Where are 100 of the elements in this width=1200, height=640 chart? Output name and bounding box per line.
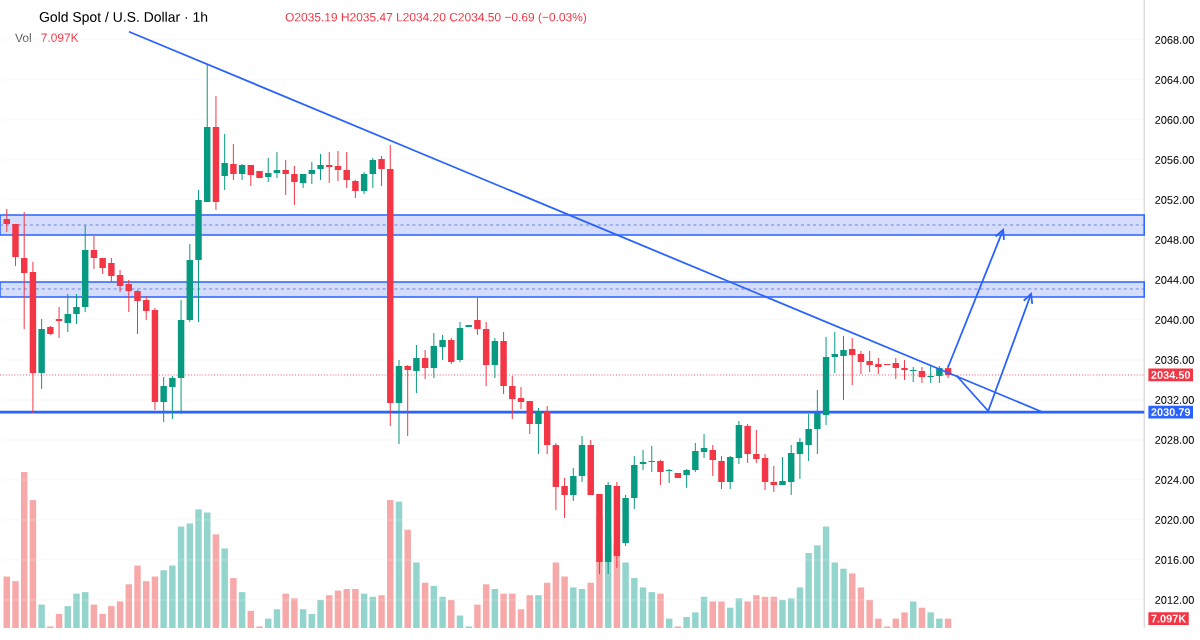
candlestick [273,151,281,179]
bar [718,601,725,628]
y-tick-label: 2028.00 [1155,436,1194,444]
candlestick [648,445,655,473]
candlestick [90,235,98,270]
bar [456,615,464,628]
bar [552,562,560,628]
y-tick-label: 2068.00 [1155,36,1194,44]
candlestick [439,334,446,361]
bar [831,562,839,628]
bar [901,612,908,628]
bar [448,599,455,628]
candlestick [73,293,80,325]
candlestick [64,293,72,333]
candlestick [840,335,847,401]
candlestick [657,459,664,486]
y-tick-label: 2064.00 [1155,76,1194,84]
candlestick [805,413,812,462]
candlestick [116,269,124,293]
bar [692,612,699,628]
bar [134,565,141,628]
candlestick [910,366,917,383]
bar [273,609,281,628]
candlestick [857,350,865,375]
candlestick [665,468,673,484]
y-tick-label: 2052.00 [1155,196,1194,204]
candlestick [143,295,150,321]
candlestick [291,165,298,206]
bar [927,612,934,628]
candlestick [125,279,133,313]
y-tick-label: 2040.00 [1155,316,1194,324]
candlestick [3,208,10,233]
bar [55,613,63,628]
bar [849,573,856,628]
bar [535,595,542,628]
candlestick [796,437,804,480]
candlestick [160,376,167,423]
bar [413,562,420,628]
bar [665,618,673,628]
bar [308,613,316,628]
candlestick [169,375,176,420]
bar [73,593,80,628]
y-tick-label: 2020.00 [1155,516,1194,524]
bar [753,595,760,628]
candlestick [561,477,568,519]
y-tick-label: 2032.00 [1155,396,1194,404]
bar [840,568,847,628]
annotation: O2035.19 H2035.47 L2034.20 C2034.50 −0.69 (−0.03%) [285,12,587,24]
candlestick [761,453,769,491]
candlestick [326,151,333,184]
candlestick [230,143,237,181]
bar [570,587,577,628]
bar [561,576,568,628]
bar [474,604,481,628]
candlestick [526,400,533,435]
bar [744,601,751,628]
bar [186,523,194,628]
bar [265,618,272,628]
bar [918,607,926,628]
candlestick [831,331,839,374]
bar [805,553,812,628]
candlestick [413,344,420,394]
bar [683,617,690,628]
y-tick-label: 2044.00 [1155,276,1194,284]
bar [657,593,664,628]
candlestick [866,350,873,373]
bar [247,610,255,628]
bar [779,599,786,628]
bar [814,545,821,628]
candlestick [282,159,289,196]
y-tick-label: 2036.00 [1155,356,1194,364]
bar [64,606,72,628]
bar [439,596,446,628]
bar [343,588,350,628]
bar [90,604,98,628]
bar [709,601,716,628]
candlestick [753,429,760,464]
candlestick [317,153,324,181]
bar [936,618,943,628]
candlestick [517,386,525,410]
bar [517,609,525,628]
candlestick [779,456,786,486]
y-tick-label: 2016.00 [1155,556,1194,564]
candlestick [700,433,708,459]
candlestick [108,257,115,283]
candlestick [718,455,725,490]
bar [299,609,307,628]
candlestick [360,171,368,195]
y-tick-label: 2024.00 [1155,476,1194,484]
ref-line-label: 2030.79 [1151,408,1191,416]
candlestick [334,150,342,182]
bar [910,601,917,628]
candlestick [20,211,28,330]
bar [230,578,237,628]
candlestick [570,467,577,502]
bar [116,601,124,628]
chart-title: Vol [15,33,31,43]
bar [866,599,873,628]
bar [282,593,289,628]
candlestick [639,449,647,471]
